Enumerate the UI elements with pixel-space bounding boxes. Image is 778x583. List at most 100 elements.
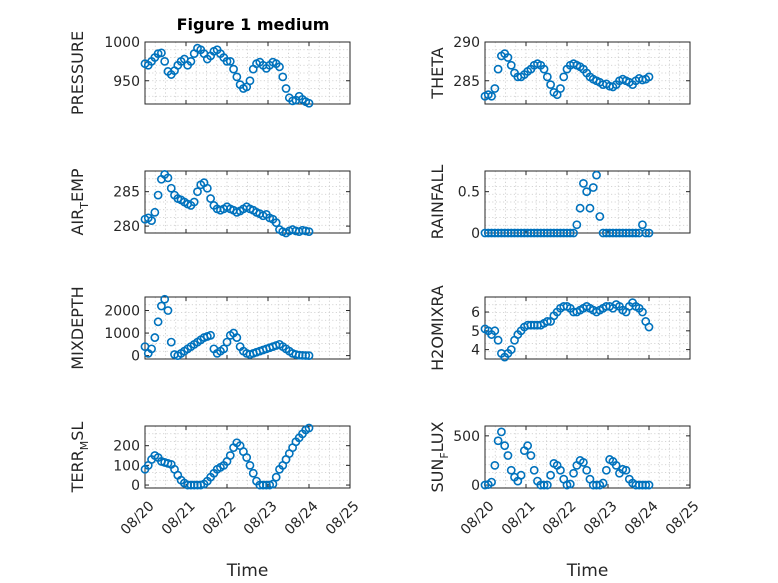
y-axis-label-main: H2OMIXRA — [428, 285, 447, 371]
data-point — [153, 190, 163, 200]
x-tick-label: 08/23 — [241, 498, 281, 538]
data-point — [500, 441, 510, 451]
data-point — [542, 72, 552, 82]
data-point — [644, 480, 654, 490]
x-tick-label: 08/22 — [540, 498, 580, 538]
data-point — [229, 64, 238, 74]
data-point — [242, 453, 252, 462]
y-axis-label: MIXDEPTH — [68, 286, 87, 369]
data-point — [490, 84, 500, 93]
data-point — [160, 294, 170, 304]
data-point — [579, 458, 588, 467]
y-tick-label: 1000 — [104, 35, 140, 51]
y-axis-label-main: MIXDEPTH — [68, 286, 87, 369]
x-tick-label: 08/22 — [200, 498, 240, 538]
y-axis-label: PRESSURE — [68, 31, 87, 115]
data-point — [526, 451, 536, 460]
y-tick-label: 4 — [471, 343, 480, 359]
data-point — [539, 64, 549, 74]
data-point — [487, 477, 496, 487]
data-point — [193, 187, 202, 197]
data-point — [202, 183, 212, 193]
data-point — [611, 460, 621, 470]
data-point — [150, 207, 160, 217]
data-point — [585, 203, 595, 213]
data-point — [523, 441, 533, 451]
data-point — [271, 472, 281, 482]
data-point — [189, 197, 199, 207]
data-point — [222, 337, 232, 347]
y-tick-label: 0 — [471, 226, 480, 242]
data-point — [601, 465, 611, 475]
y-axis-label: THETA — [428, 47, 447, 99]
y-tick-label: 100 — [113, 458, 140, 474]
data-point — [506, 345, 516, 355]
axes-frame — [484, 425, 691, 489]
y-tick-label: 285 — [113, 185, 140, 201]
axes-frame — [144, 425, 351, 489]
data-point — [641, 228, 651, 238]
x-axis-label: Time — [566, 561, 609, 581]
data-point — [487, 91, 496, 101]
data-point — [147, 344, 156, 354]
axes-frame — [484, 170, 691, 234]
data-point — [575, 203, 585, 213]
data-point — [539, 480, 549, 490]
data-point — [225, 451, 235, 460]
data-point — [245, 76, 255, 86]
y-axis-label: H2OMIXRA — [428, 285, 447, 371]
data-point — [232, 72, 242, 82]
data-point — [248, 468, 258, 478]
data-point — [595, 212, 605, 221]
data-point — [556, 84, 565, 93]
data-point — [163, 306, 173, 315]
y-tick-label: 200 — [113, 439, 140, 455]
data-point — [278, 72, 288, 82]
data-point — [569, 468, 578, 478]
data-point — [222, 56, 232, 66]
subplot-6: 4 5 6 H2OMIXRA — [428, 285, 691, 371]
y-axis-label-subscript: T — [78, 202, 91, 210]
data-point — [304, 423, 314, 433]
subplot-5: 0 1000 2000 MIXDEPTH — [68, 286, 351, 370]
data-point — [275, 62, 284, 72]
data-point — [301, 351, 311, 360]
data-point — [219, 344, 229, 354]
data-point — [304, 98, 314, 108]
data-point — [232, 333, 242, 342]
y-tick-label: 0 — [131, 478, 140, 494]
data-point — [304, 227, 314, 237]
data-point — [206, 330, 215, 340]
axes-frame — [144, 296, 351, 360]
data-point — [271, 218, 281, 228]
data-point — [559, 72, 569, 82]
subplot-2: 285 290 THETA — [428, 35, 691, 105]
data-point — [156, 48, 166, 58]
plot-area — [145, 42, 350, 104]
data-point — [542, 317, 552, 326]
y-axis-label-main: AIR — [68, 209, 87, 236]
data-point — [490, 460, 500, 470]
data-point — [490, 326, 500, 336]
data-point — [638, 220, 647, 230]
subplot-1: 950 1000 PRESSURE — [68, 31, 351, 115]
x-tick-label: 08/24 — [622, 498, 662, 538]
y-tick-label: 0 — [131, 349, 140, 365]
plot-area — [145, 297, 350, 359]
data-point — [582, 187, 592, 197]
x-tick-label: 08/21 — [159, 498, 199, 538]
y-tick-label: 280 — [113, 219, 140, 235]
y-axis-label-subscript: M — [78, 441, 91, 451]
data-point — [281, 84, 291, 93]
x-axis-label: Time — [226, 561, 269, 581]
y-axis-label-tail: EMP — [68, 168, 87, 202]
data-point — [565, 228, 575, 238]
y-tick-label: 290 — [453, 35, 480, 51]
y-axis-label-main: PRESSURE — [68, 31, 87, 115]
y-axis-label: RAINFALL — [428, 165, 447, 240]
axes-frame — [144, 170, 351, 234]
y-axis-label: TERRMSL — [68, 422, 91, 494]
axes-frame — [144, 41, 351, 105]
data-point — [516, 470, 526, 480]
data-point — [225, 56, 235, 66]
